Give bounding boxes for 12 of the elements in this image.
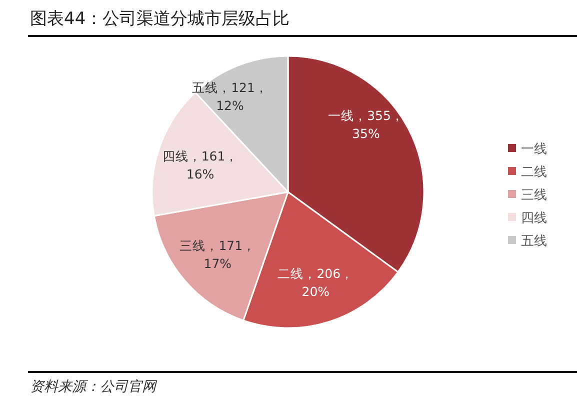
data-label: 五线，121，12% xyxy=(192,80,268,113)
legend-label: 一线 xyxy=(521,142,547,157)
legend-label: 五线 xyxy=(521,234,547,249)
data-label: 二线，206，20% xyxy=(278,266,354,300)
data-label: 一线，355，35% xyxy=(328,108,404,141)
data-label: 三线，171，17% xyxy=(180,238,256,272)
text: 资料来源：公司官网 xyxy=(30,379,158,395)
data-label: 四线，161，16% xyxy=(162,148,238,182)
legend-label: 四线 xyxy=(521,211,547,226)
legend-label: 三线 xyxy=(521,188,547,203)
legend-label: 二线 xyxy=(521,165,547,180)
chart-title: 图表44：公司渠道分城市层级占比 xyxy=(30,9,290,29)
